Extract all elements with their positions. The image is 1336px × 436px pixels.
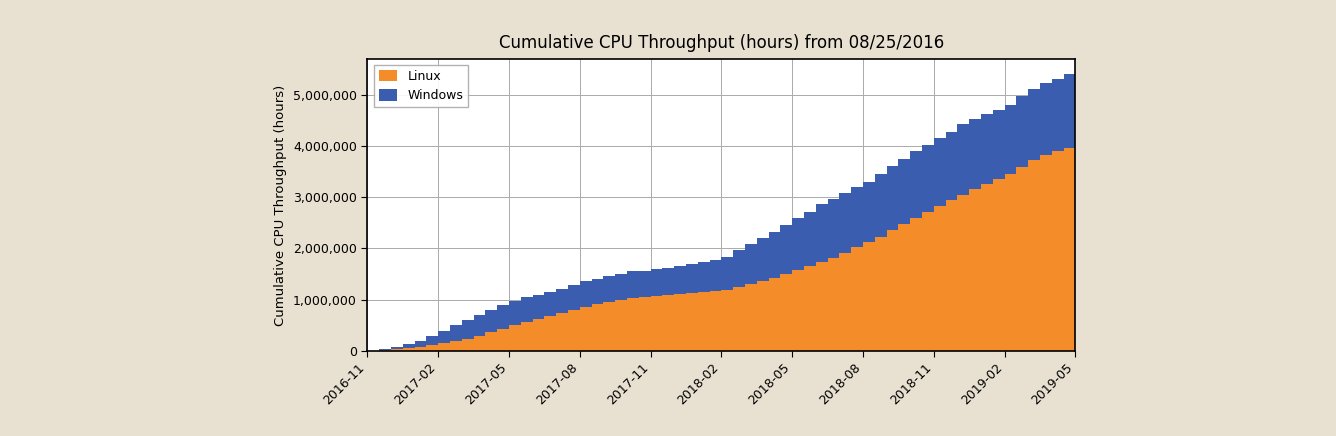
Title: Cumulative CPU Throughput (hours) from 08/25/2016: Cumulative CPU Throughput (hours) from 0… [498,34,945,52]
Legend: Linux, Windows: Linux, Windows [374,65,469,107]
Y-axis label: Cumulative CPU Throughput (hours): Cumulative CPU Throughput (hours) [274,84,287,326]
